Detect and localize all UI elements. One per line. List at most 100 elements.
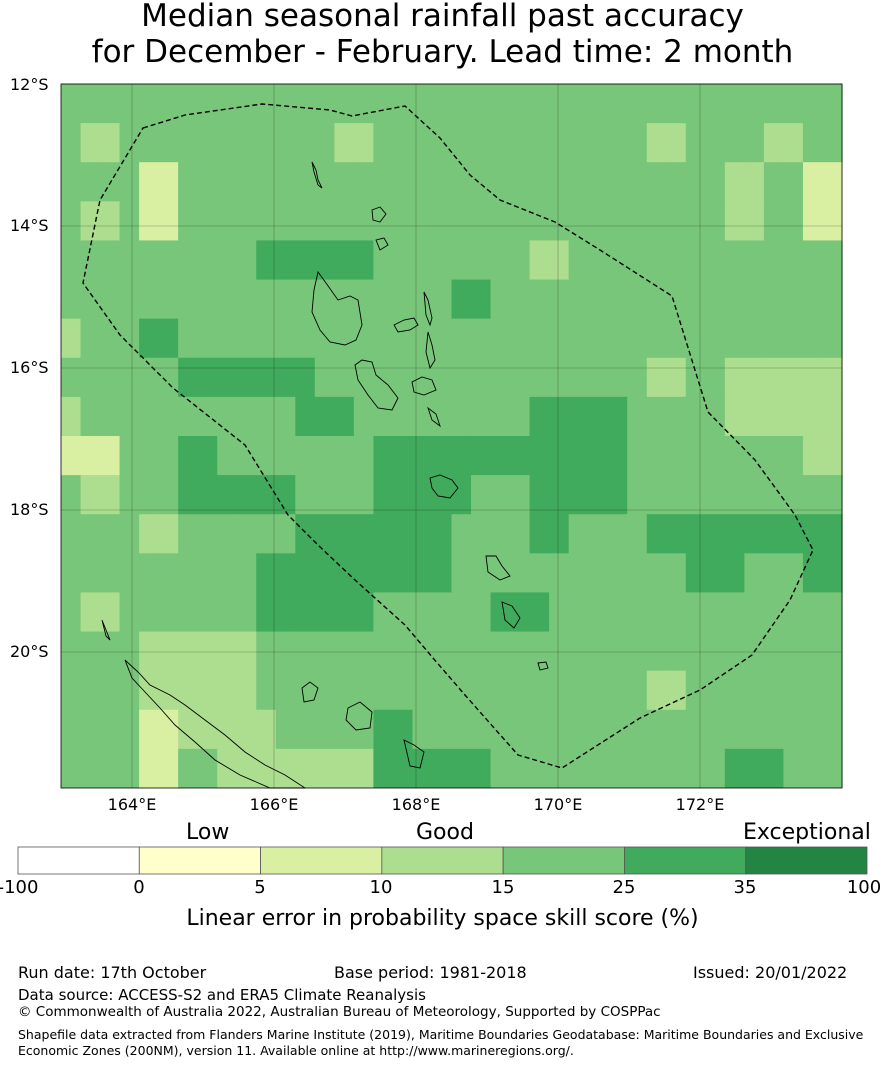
skill-cell <box>100 318 121 359</box>
skill-cell <box>373 631 394 672</box>
skill-cell <box>646 475 667 515</box>
skill-cell <box>510 748 531 788</box>
skill-cell <box>744 318 765 359</box>
skill-cell <box>549 670 570 711</box>
skill-cell <box>295 84 316 124</box>
skill-cell <box>100 514 121 554</box>
skill-cell <box>158 357 179 398</box>
skill-cell <box>119 592 140 633</box>
skill-cell <box>178 318 199 359</box>
skill-cell <box>724 201 745 242</box>
skill-cell <box>529 709 550 750</box>
skill-cell <box>197 357 218 398</box>
pentecost-island <box>425 331 436 370</box>
skill-cell <box>666 396 687 437</box>
skill-cell <box>763 514 785 554</box>
skill-cell <box>763 318 785 359</box>
skill-cell <box>627 318 648 359</box>
skill-cell <box>412 279 433 320</box>
skill-cell <box>822 84 843 124</box>
skill-cell <box>236 396 257 437</box>
skill-cell <box>783 553 804 594</box>
skill-cell <box>197 162 218 202</box>
colorbar-tick: 100 <box>846 877 882 898</box>
base-period: Base period: 1981-2018 <box>334 963 527 982</box>
skill-cell <box>373 279 394 320</box>
skill-cell <box>490 240 511 281</box>
skill-cell <box>61 123 82 163</box>
skill-cell <box>783 279 804 320</box>
skill-cell <box>763 475 785 515</box>
skill-cell <box>139 631 160 672</box>
skill-cell <box>314 631 335 672</box>
skill-cell <box>666 201 687 242</box>
gaua-island <box>371 206 387 223</box>
skill-cell <box>529 84 550 124</box>
skill-grid <box>61 84 843 788</box>
skill-cell <box>392 514 414 554</box>
skill-cell <box>431 592 453 633</box>
skill-cell <box>529 748 550 788</box>
skill-cell <box>529 318 550 359</box>
skill-cell <box>490 631 511 672</box>
skill-cell <box>529 435 550 476</box>
skill-cell <box>529 240 550 281</box>
skill-cell <box>568 123 589 163</box>
skill-cell <box>607 748 628 788</box>
skill-cell <box>763 123 785 163</box>
skill-cell <box>353 709 375 750</box>
skill-cell <box>80 631 101 672</box>
skill-cell <box>412 475 433 515</box>
skill-cell <box>802 631 824 672</box>
skill-cell <box>353 162 375 202</box>
skill-cell <box>295 475 316 515</box>
skill-cell <box>646 201 667 242</box>
skill-cell <box>431 240 453 281</box>
skill-cell <box>100 435 121 476</box>
skill-cell <box>490 553 511 594</box>
skill-cell <box>510 396 531 437</box>
skill-cell <box>295 396 316 437</box>
skill-cell <box>353 514 375 554</box>
skill-cell <box>119 123 140 163</box>
skill-cell <box>568 709 589 750</box>
skill-cell <box>236 84 257 124</box>
skill-cell <box>549 592 570 633</box>
skill-cell <box>314 553 335 594</box>
skill-cell <box>549 553 570 594</box>
skill-cell <box>100 357 121 398</box>
map-title-line2: for December - February. Lead time: 2 mo… <box>91 34 794 70</box>
skill-cell <box>139 162 160 202</box>
colorbar-label: Linear error in probability space skill … <box>186 906 699 931</box>
skill-cell <box>510 435 531 476</box>
skill-cell <box>607 631 628 672</box>
skill-cell <box>158 553 179 594</box>
skill-cell <box>666 357 687 398</box>
skill-cell <box>451 435 472 476</box>
skill-cell <box>392 123 414 163</box>
skill-cell <box>275 201 296 242</box>
skill-cell <box>217 553 238 594</box>
colorbar-tick: 5 <box>254 877 266 898</box>
skill-cell <box>236 553 257 594</box>
skill-cell <box>646 514 667 554</box>
skill-cell <box>256 162 277 202</box>
skill-cell <box>256 123 277 163</box>
skill-cell <box>61 592 82 633</box>
skill-cell <box>80 84 101 124</box>
skill-cell <box>529 162 550 202</box>
loyalty-island-mare <box>345 701 373 731</box>
skill-cell <box>471 475 492 515</box>
skill-cell <box>431 631 453 672</box>
skill-cell <box>607 709 628 750</box>
colorbar <box>17 846 868 875</box>
skill-cell <box>80 709 101 750</box>
skill-cell <box>510 162 531 202</box>
skill-cell <box>139 240 160 281</box>
skill-cell <box>471 514 492 554</box>
skill-cell <box>451 514 472 554</box>
skill-cell <box>666 709 687 750</box>
skill-cell <box>822 201 843 242</box>
skill-cell <box>314 748 335 788</box>
skill-cell <box>80 240 101 281</box>
